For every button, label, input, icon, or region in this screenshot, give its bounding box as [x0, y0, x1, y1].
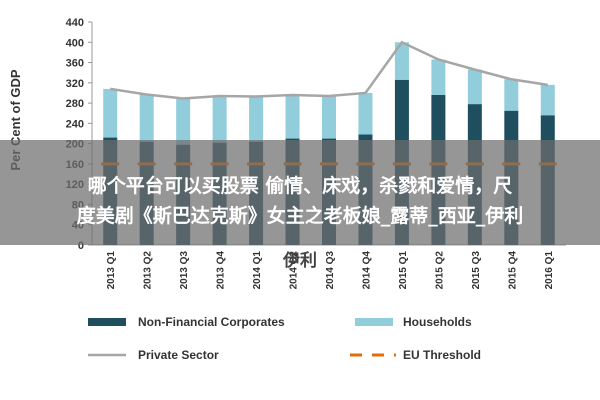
y-tick-label: 280: [66, 98, 84, 110]
bar-households: [285, 94, 300, 139]
bar-households: [358, 92, 373, 135]
bar-households: [431, 59, 446, 95]
x-tick-label: 2015 Q2: [434, 251, 445, 290]
bar-households: [249, 96, 264, 142]
overlay-text-line-1: 哪个平台可以买股票 偷情、床戏，杀戮和爱情，尺: [87, 175, 513, 197]
line-private-sector: [110, 40, 548, 100]
overlay-text-line-2: 度美剧《斯巴达克斯》女主之老板娘_露蒂_西亚_伊利: [76, 205, 524, 227]
x-axis-labels: 2013 Q1 2013 Q2 2013 Q3 2013 Q4 2014 Q1 2014 …: [106, 251, 555, 290]
x-tick-label: 2016 Q1: [544, 251, 555, 290]
x-tick-label: 2013 Q3: [179, 251, 190, 290]
x-tick-label: 2013 Q2: [143, 251, 154, 290]
bar-households: [139, 94, 154, 142]
x-tick-label: 2015 Q4: [507, 251, 518, 290]
x-tick-label: 2015 Q1: [398, 251, 409, 290]
y-tick-label: 360: [66, 58, 84, 70]
bar-households: [504, 79, 519, 111]
x-tick-label: 2013 Q4: [216, 251, 227, 290]
x-tick-label: 2013 Q1: [106, 251, 117, 290]
legend: Non-Financial Corporates Households Priv…: [88, 315, 481, 362]
legend-swatch-non-financial: [88, 318, 126, 326]
y-tick-label: 320: [66, 78, 84, 90]
legend-label-private-sector: Private Sector: [138, 348, 219, 362]
watermark-overlay: [0, 140, 600, 245]
legend-label-eu-threshold: EU Threshold: [403, 348, 481, 362]
legend-label-households: Households: [403, 315, 472, 329]
bar-households: [212, 95, 227, 143]
x-tick-label: 2014 Q3: [325, 251, 336, 290]
bar-households: [103, 88, 118, 138]
y-tick-label: 400: [66, 37, 84, 49]
x-tick-label: 2014 Q2: [289, 251, 300, 290]
y-tick-label: 440: [66, 17, 84, 29]
bar-households: [176, 98, 191, 145]
overlay-text-line-3: 伊利: [283, 251, 317, 271]
bar-households: [540, 84, 555, 116]
legend-swatch-households: [355, 318, 393, 326]
x-tick-label: 2015 Q3: [471, 251, 482, 290]
legend-label-non-financial: Non-Financial Corporates: [138, 315, 285, 329]
x-tick-label: 2014 Q4: [361, 251, 372, 290]
bar-households: [394, 42, 409, 80]
bar-households: [467, 69, 482, 105]
y-tick-label: 240: [66, 118, 84, 130]
bar-households: [322, 95, 336, 139]
y-tick-label: 0: [78, 240, 84, 252]
x-tick-label: 2014 Q1: [252, 251, 263, 290]
